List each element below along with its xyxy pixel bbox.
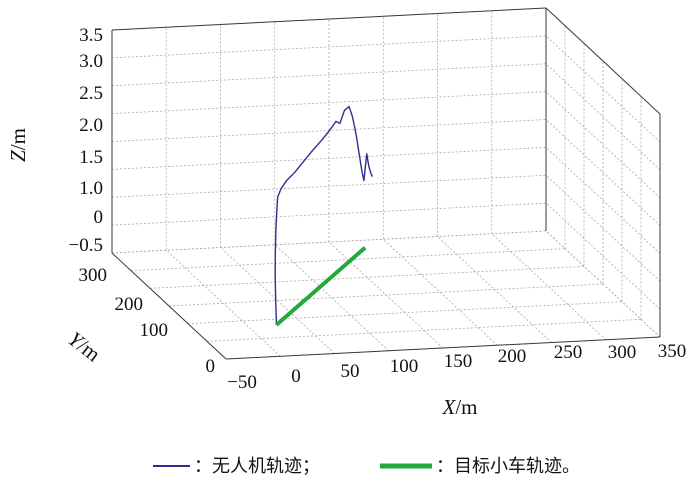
x-tick: 50 [341, 361, 360, 382]
grid-line [130, 248, 566, 272]
z-tick: 3.5 [79, 25, 103, 46]
grid-line [382, 238, 498, 346]
x-tick: −50 [227, 372, 257, 393]
grid-line [111, 91, 547, 115]
grid-line [165, 249, 281, 357]
frame-edge [111, 7, 547, 31]
x-tick: 250 [554, 342, 583, 363]
z-tick: 1.5 [79, 147, 103, 168]
legend: ：无人机轨迹； ：目标小车轨迹。 [153, 456, 580, 477]
frame-edge [545, 7, 661, 115]
grid-line [111, 63, 547, 87]
grid-line [111, 174, 547, 198]
x-axis-label: X/m [442, 395, 478, 419]
z-axis-ticks: 3.5 3.0 2.5 2.0 1.5 1.0 0 −0.5 [69, 25, 103, 256]
z-tick: 1.0 [79, 178, 103, 199]
grid-line [545, 202, 661, 310]
grid [111, 7, 661, 360]
grid-line [187, 301, 623, 325]
grid-line [206, 318, 642, 342]
axes-frame [111, 7, 661, 360]
grid-line [545, 147, 661, 254]
z-tick: 2.0 [79, 115, 103, 136]
vehicle-trajectory-line [275, 246, 367, 327]
grid-line [545, 35, 661, 143]
grid-line [111, 35, 547, 59]
x-tick: 350 [658, 341, 687, 362]
grid-line [111, 202, 547, 226]
grid-line [545, 230, 661, 338]
y-tick: 100 [140, 320, 169, 341]
grid-line [111, 230, 547, 254]
grid-line [274, 244, 390, 352]
x-tick: 200 [498, 346, 527, 367]
z-tick: 0 [94, 207, 104, 228]
grid-line [168, 283, 604, 307]
grid-line [545, 174, 661, 282]
grid-line [545, 63, 661, 171]
y-tick: 0 [206, 356, 216, 377]
x-tick: 100 [390, 356, 419, 377]
z-tick: 3.0 [79, 51, 103, 72]
grid-line [149, 265, 585, 289]
series-layer [274, 105, 374, 327]
z-tick: 2.5 [79, 83, 103, 104]
x-tick: 150 [444, 351, 473, 372]
y-tick: 300 [79, 265, 108, 286]
z-tick: −0.5 [69, 235, 103, 256]
grid-line [545, 119, 661, 226]
y-tick: 200 [115, 294, 144, 315]
x-tick: 300 [608, 342, 637, 363]
uav-trajectory-line [274, 105, 374, 325]
grid-line [111, 146, 547, 170]
z-axis-label: Z/m [6, 128, 30, 162]
legend-label-uav: ：无人机轨迹； [194, 456, 320, 477]
x-axis-line [225, 336, 661, 360]
y-axis-ticks: 0 100 200 300 [79, 265, 216, 377]
x-tick: 0 [291, 366, 301, 387]
legend-label-vehicle: ：目标小车轨迹。 [436, 456, 580, 477]
y-axis-line [111, 252, 227, 360]
x-axis-ticks: −50 0 50 100 150 200 250 300 350 [227, 341, 686, 393]
y-axis-label: Y/m [64, 327, 105, 367]
grid-line [545, 91, 661, 198]
